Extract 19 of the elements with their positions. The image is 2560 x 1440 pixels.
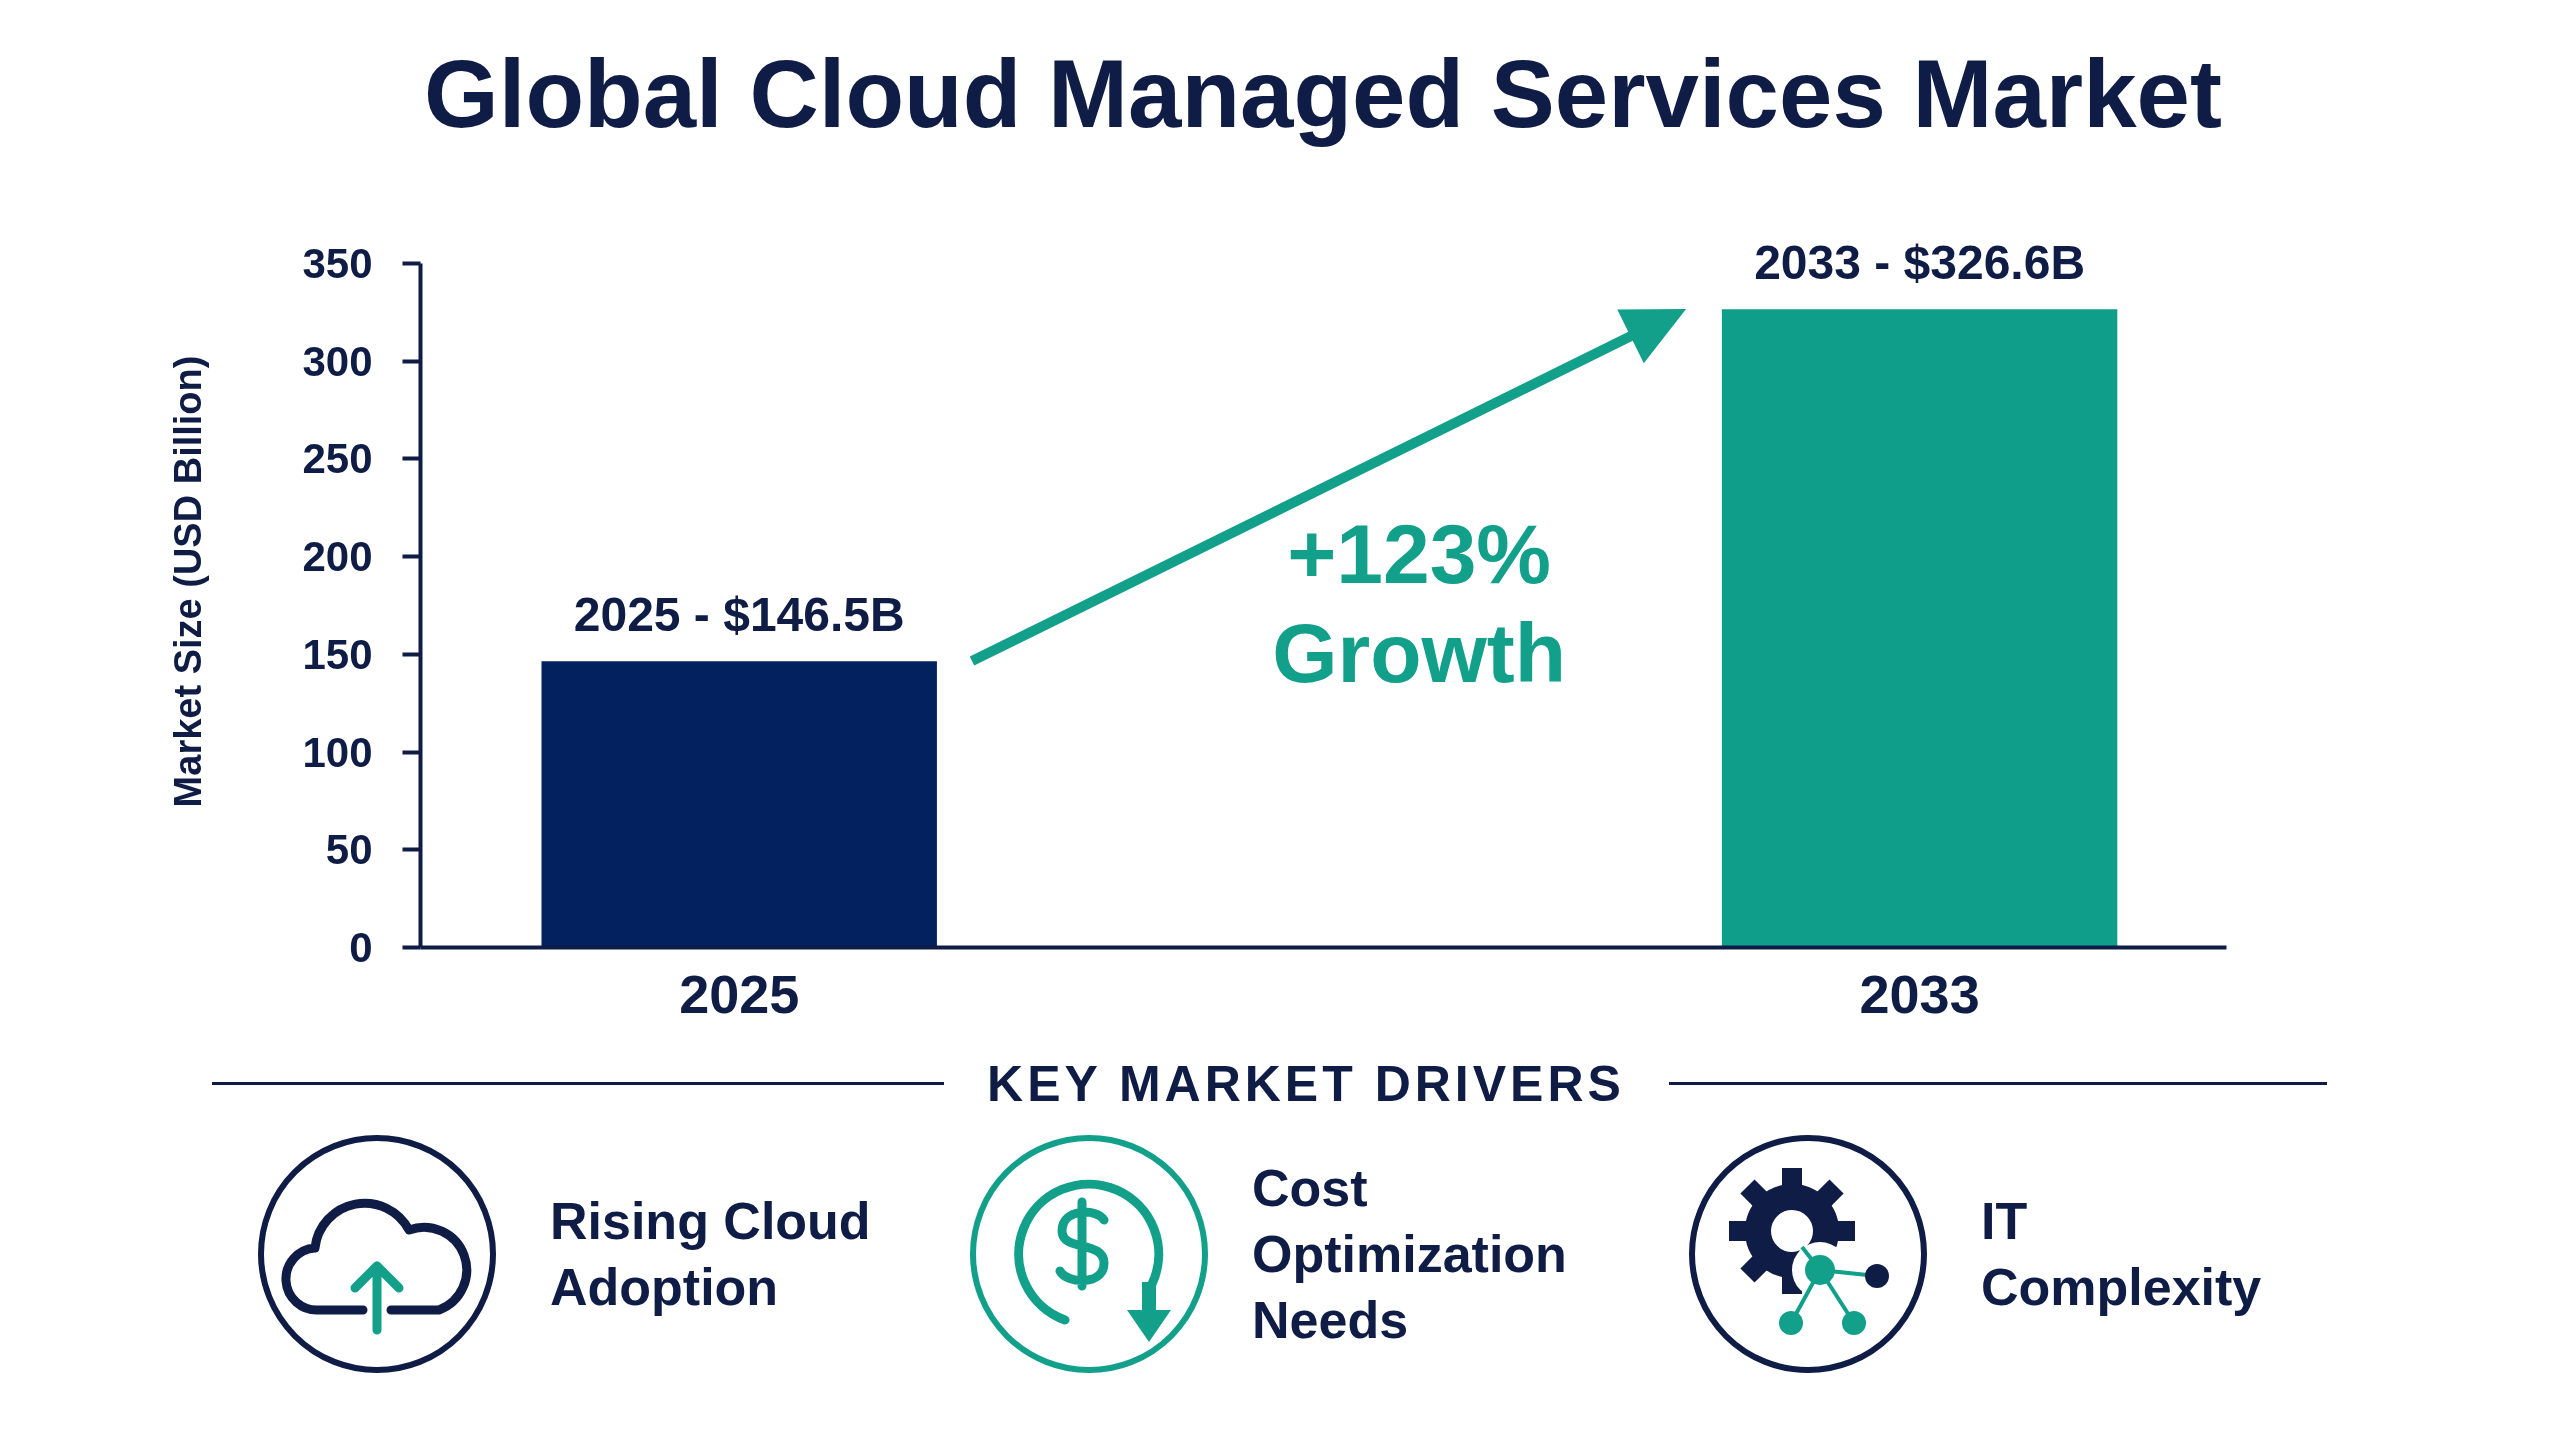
y-tick-label: 300 xyxy=(302,337,373,385)
annotation: 2033 - $326.6B xyxy=(1754,236,2086,290)
y-tick-label: 100 xyxy=(302,728,373,776)
x-tick-label: 2033 xyxy=(1859,963,1980,1024)
text: Cost Optimization Needs xyxy=(1252,1158,1567,1351)
annotation: 2025 - $146.5B xyxy=(573,588,905,642)
y-tick-label: 250 xyxy=(302,435,373,483)
y-tick-label: 350 xyxy=(302,239,373,287)
y-tick-label: 200 xyxy=(302,533,373,581)
chart-title: Global Cloud Managed Services Market xyxy=(424,39,2222,149)
text: Rising Cloud Adoption xyxy=(550,1191,871,1318)
y-tick-label: 0 xyxy=(349,924,373,971)
text: KEY MARKET DRIVERS xyxy=(987,1055,1625,1114)
y-tick-label: 150 xyxy=(302,630,373,678)
y-tick-label: 50 xyxy=(325,826,373,874)
y-axis-title: Market Size (USD Billion) xyxy=(167,355,210,808)
text: IT Complexity xyxy=(1981,1191,2262,1318)
annotation: +123% Growth xyxy=(1272,507,1567,700)
x-tick-label: 2025 xyxy=(679,963,800,1024)
